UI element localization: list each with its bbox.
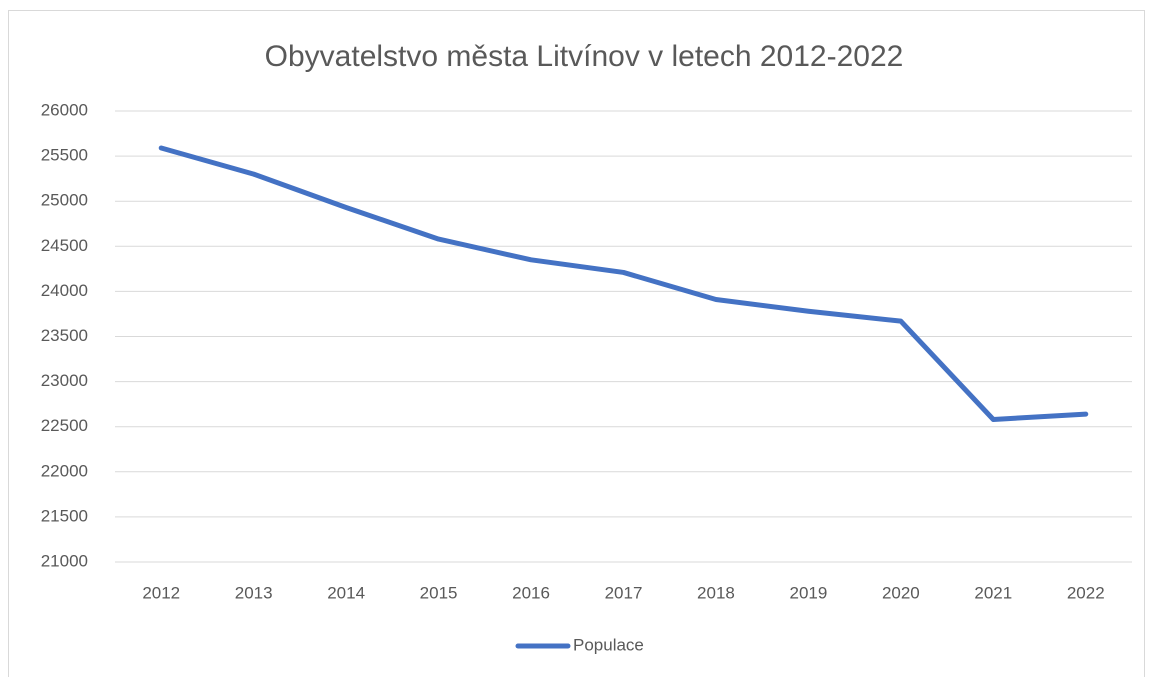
- x-tick-label: 2022: [1067, 583, 1105, 602]
- x-tick-label: 2015: [420, 583, 458, 602]
- y-tick-label: 25000: [41, 191, 88, 210]
- data-line: [158, 145, 1089, 422]
- y-tick-label: 24000: [41, 281, 88, 300]
- y-tick-label: 21500: [41, 506, 88, 525]
- x-tick-label: 2019: [789, 583, 827, 602]
- x-tick-label: 2013: [235, 583, 273, 602]
- x-tick-label: 2020: [882, 583, 920, 602]
- x-tick-label: 2021: [974, 583, 1012, 602]
- chart-title: Obyvatelstvo města Litvínov v letech 201…: [265, 40, 904, 73]
- x-tick-label: 2016: [512, 583, 550, 602]
- y-tick-label: 21000: [41, 551, 88, 570]
- y-tick-label: 24500: [41, 236, 88, 255]
- y-tick-label: 26000: [41, 100, 88, 119]
- y-tick-label: 22000: [41, 461, 88, 480]
- y-tick-label: 23000: [41, 371, 88, 390]
- x-tick-label: 2014: [327, 583, 365, 602]
- x-tick-label: 2017: [605, 583, 643, 602]
- y-tick-label: 23500: [41, 326, 88, 345]
- x-tick-label: 2012: [142, 583, 180, 602]
- chart-frame: [8, 10, 1145, 677]
- y-tick-label: 25500: [41, 146, 88, 165]
- y-tick-label: 22500: [41, 416, 88, 435]
- legend-label: Populace: [573, 635, 644, 654]
- x-tick-label: 2018: [697, 583, 735, 602]
